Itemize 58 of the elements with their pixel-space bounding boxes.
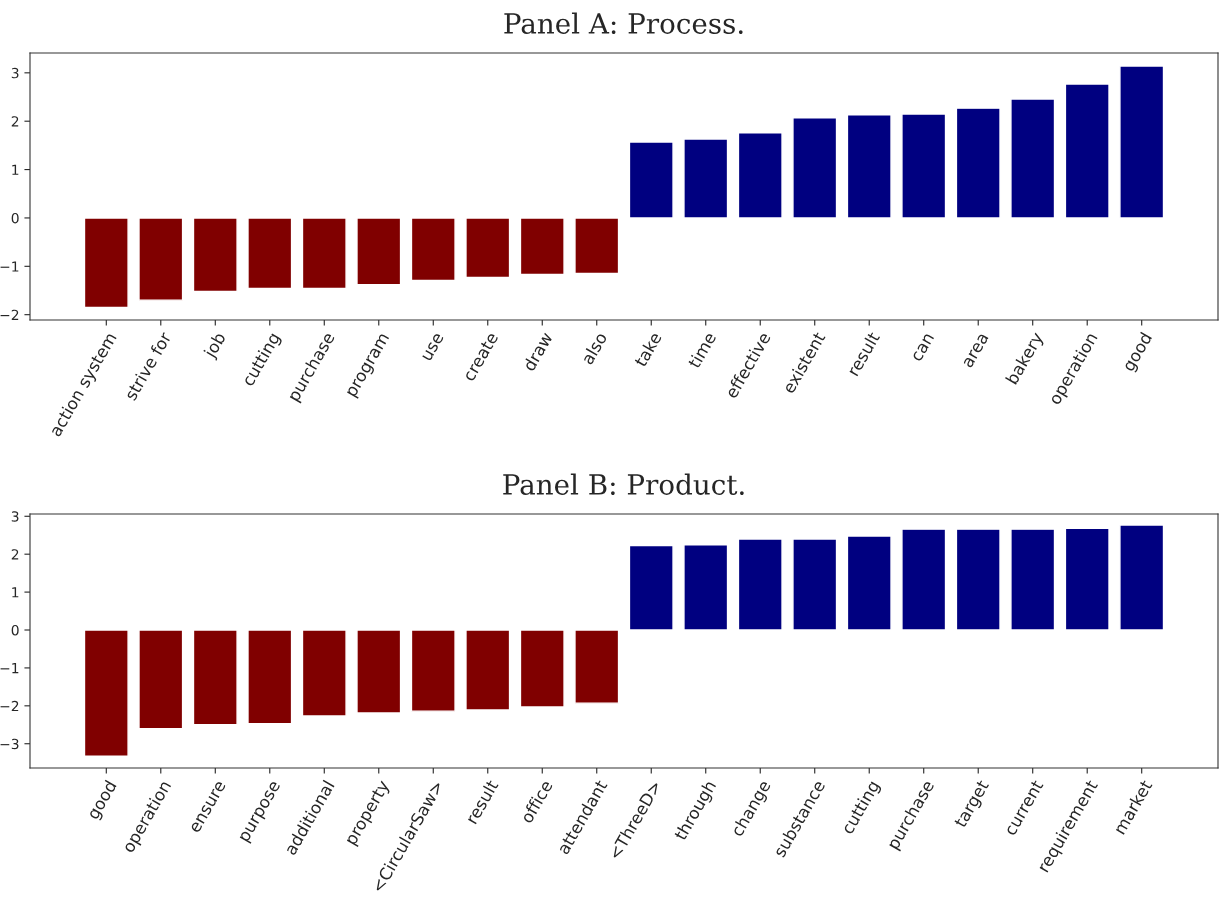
bar: [301, 629, 347, 717]
bar: [138, 217, 184, 301]
bar: [683, 138, 729, 219]
bar: [301, 217, 347, 290]
y-tick-label: 3: [11, 511, 19, 522]
bar: [1119, 524, 1165, 631]
y-tick-label: 3: [11, 67, 19, 79]
bar: [519, 217, 565, 276]
bar: [1064, 527, 1110, 631]
bar: [628, 544, 674, 631]
bar: [574, 629, 620, 704]
bar: [465, 217, 511, 279]
y-tick-label: 1: [12, 164, 19, 175]
chart-title: Panel B: Product.: [503, 473, 744, 495]
x-tick-label: can: [912, 333, 935, 362]
bar: [574, 217, 620, 275]
y-tick-label: 1: [12, 587, 19, 598]
bar: [1064, 83, 1110, 219]
bar: [356, 217, 402, 286]
bar: [83, 217, 129, 309]
y-tick-label: −2: [0, 309, 19, 320]
bar: [192, 629, 238, 726]
bar: [901, 113, 947, 219]
bar: [1010, 528, 1056, 631]
bar: [792, 538, 838, 631]
bar: [519, 629, 565, 708]
chart-title: Panel A: Process.: [504, 12, 743, 34]
y-tick-label: −2: [0, 700, 19, 712]
bar: [247, 217, 293, 290]
x-tick-label: use: [422, 332, 444, 362]
y-tick-label: 2: [11, 549, 19, 560]
bar: [1010, 98, 1056, 219]
x-tick-label: job: [202, 331, 229, 361]
bar: [356, 629, 402, 714]
bar: [846, 535, 892, 631]
y-tick-label: 0: [11, 624, 19, 636]
bar: [955, 528, 1001, 631]
bar: [192, 217, 238, 293]
y-tick-label: −1: [0, 663, 19, 674]
bar: [83, 629, 129, 757]
y-tick-label: 2: [11, 116, 19, 127]
bar: [138, 629, 184, 730]
bar: [846, 114, 892, 219]
bar: [901, 528, 947, 631]
bar: [737, 538, 783, 631]
y-tick-label: −1: [0, 261, 19, 272]
bar: [955, 107, 1001, 219]
bar: [683, 544, 729, 631]
bar: [737, 132, 783, 219]
bar: [792, 117, 838, 219]
bar: [410, 629, 456, 712]
bar: [628, 141, 674, 219]
bar: [465, 629, 511, 711]
y-tick-label: −3: [0, 738, 19, 750]
y-tick-label: 0: [11, 212, 19, 224]
bar: [247, 629, 293, 725]
bar: [410, 217, 456, 282]
bar: [1119, 65, 1165, 219]
